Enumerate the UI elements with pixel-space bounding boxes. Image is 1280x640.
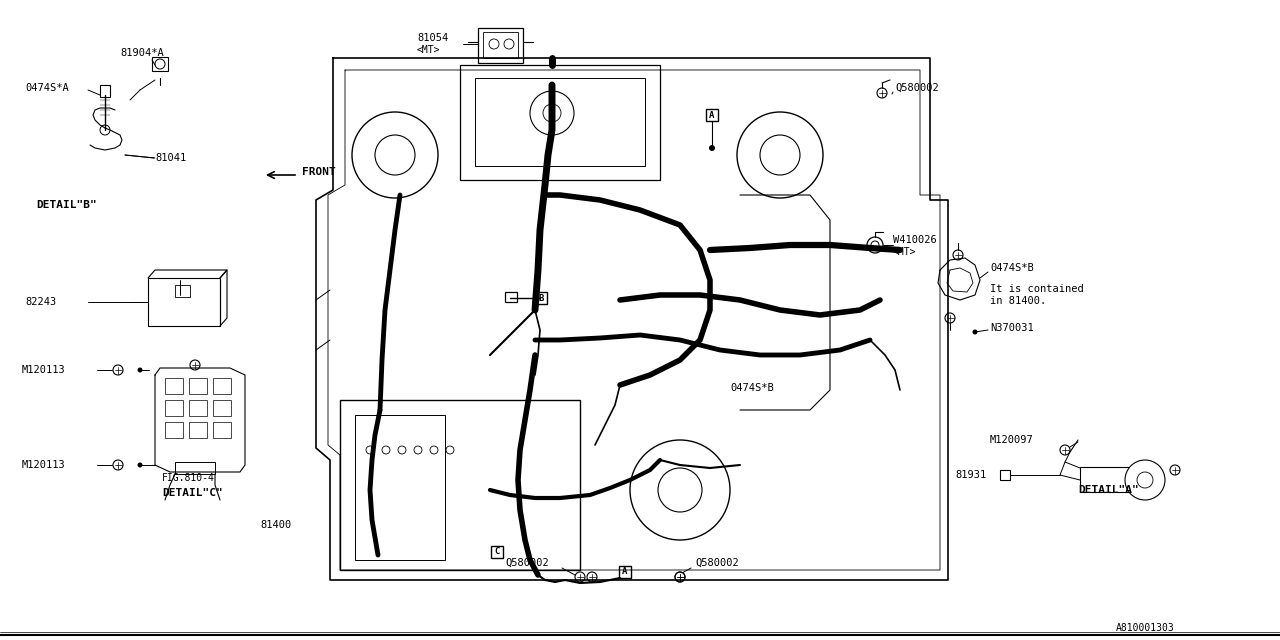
Bar	[483, 32, 518, 58]
Text: Q580002: Q580002	[695, 558, 739, 568]
Text: A: A	[622, 568, 627, 577]
Bar	[340, 400, 580, 570]
Bar	[212, 400, 230, 416]
Text: It is contained
in 81400.: It is contained in 81400.	[989, 284, 1084, 306]
Text: M120113: M120113	[22, 460, 65, 470]
Bar	[100, 85, 110, 97]
Circle shape	[100, 125, 110, 135]
Bar	[165, 400, 183, 416]
Circle shape	[867, 237, 883, 253]
Text: 81931: 81931	[955, 470, 987, 480]
Bar	[152, 57, 168, 71]
Circle shape	[870, 241, 879, 249]
Bar	[1080, 467, 1135, 492]
Bar	[707, 109, 718, 121]
Bar	[175, 285, 189, 297]
Bar	[355, 415, 445, 560]
Bar	[506, 292, 517, 302]
Text: M120113: M120113	[22, 365, 65, 375]
Bar	[477, 28, 524, 63]
Text: DETAIL"A": DETAIL"A"	[1078, 485, 1139, 495]
Bar	[165, 422, 183, 438]
Circle shape	[137, 463, 142, 467]
Text: 0474S*B: 0474S*B	[989, 263, 1034, 273]
Text: N370031: N370031	[989, 323, 1034, 333]
Text: DETAIL"B": DETAIL"B"	[36, 200, 97, 210]
Text: C: C	[494, 547, 499, 557]
Bar	[1000, 470, 1010, 480]
Bar	[535, 292, 547, 304]
Text: <MT>: <MT>	[417, 45, 440, 55]
Circle shape	[137, 367, 142, 372]
Text: 81904*A: 81904*A	[120, 48, 164, 58]
Text: Q580002: Q580002	[895, 83, 938, 93]
Bar	[212, 422, 230, 438]
Bar	[460, 65, 660, 180]
Bar	[492, 546, 503, 558]
Bar	[212, 378, 230, 394]
Text: 81054: 81054	[417, 33, 448, 43]
Text: Q580002: Q580002	[506, 558, 549, 568]
Text: A810001303: A810001303	[1116, 623, 1175, 633]
Circle shape	[155, 59, 165, 69]
Circle shape	[1125, 460, 1165, 500]
Bar	[148, 278, 220, 326]
Text: 0474S*B: 0474S*B	[730, 383, 773, 393]
Text: B: B	[539, 294, 544, 303]
Circle shape	[709, 145, 716, 151]
Text: M120097: M120097	[989, 435, 1034, 445]
Bar	[175, 462, 215, 474]
Circle shape	[973, 330, 978, 335]
Text: DETAIL"C": DETAIL"C"	[163, 488, 223, 498]
Bar	[475, 78, 645, 166]
Text: 81041: 81041	[155, 153, 187, 163]
Bar	[189, 422, 207, 438]
Text: <MT>: <MT>	[893, 247, 916, 257]
Bar	[165, 378, 183, 394]
Text: A: A	[709, 111, 714, 120]
Text: FIG.810-4: FIG.810-4	[163, 473, 215, 483]
Text: 81400: 81400	[260, 520, 292, 530]
Text: W410026: W410026	[893, 235, 937, 245]
Bar	[189, 378, 207, 394]
Bar	[189, 400, 207, 416]
Text: 82243: 82243	[26, 297, 56, 307]
Bar	[620, 566, 631, 578]
Circle shape	[1137, 472, 1153, 488]
Text: 0474S*A: 0474S*A	[26, 83, 69, 93]
Text: FRONT: FRONT	[302, 167, 335, 177]
